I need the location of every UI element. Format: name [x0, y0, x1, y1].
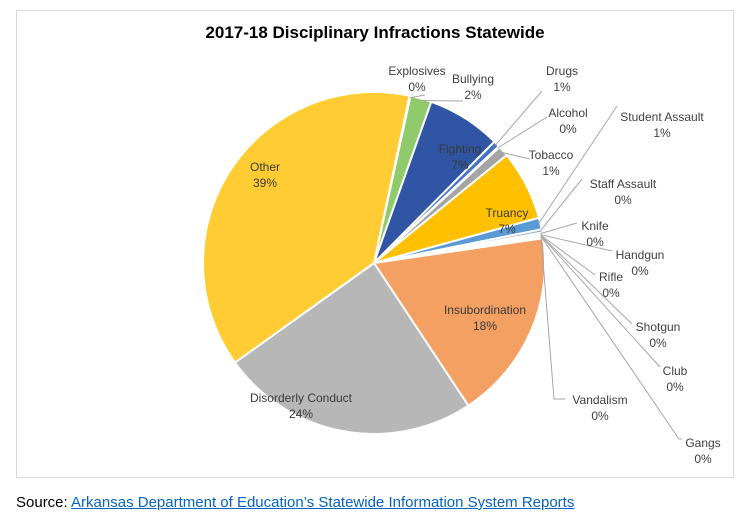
slice-label-percent: 0%	[694, 452, 712, 466]
leader-line-alcohol	[497, 116, 548, 149]
slice-label-percent: 24%	[289, 407, 313, 421]
slice-label-percent: 39%	[253, 176, 277, 190]
leader-line-club	[540, 235, 661, 368]
slice-label-percent: 0%	[408, 80, 426, 94]
chart-container: 2017-18 Disciplinary Infractions Statewi…	[16, 10, 734, 478]
slice-label-percent: 1%	[553, 80, 571, 94]
slice-label-percent: 1%	[653, 126, 671, 140]
slice-label-name: Alcohol	[548, 106, 587, 120]
slice-label-percent: 0%	[649, 336, 667, 350]
slice-label-percent: 7%	[451, 158, 469, 172]
slice-label-name: Rifle	[599, 270, 623, 284]
leader-line-handgun	[540, 234, 613, 252]
slice-label-drugs: Drugs 1%	[546, 64, 578, 94]
slice-label-percent: 18%	[473, 319, 497, 333]
slice-label-name: Fighting	[439, 142, 482, 156]
slice-label-percent: 0%	[614, 193, 632, 207]
slice-label-name: Truancy	[486, 206, 529, 220]
slice-label-shotgun: Shotgun 0%	[636, 320, 681, 350]
source-prefix: Source:	[16, 494, 72, 511]
slice-label-rifle: Rifle 0%	[599, 270, 623, 300]
leader-line-rifle	[540, 234, 596, 276]
leader-line-bullying	[420, 100, 464, 102]
leader-line-explosives	[409, 94, 426, 99]
slice-label-alcohol: Alcohol 0%	[548, 106, 587, 136]
slice-label-knife: Knife 0%	[581, 219, 609, 249]
slice-label-explosives: Explosives 0%	[388, 64, 445, 94]
slice-label-percent: 0%	[586, 235, 604, 249]
slice-label-percent: 0%	[559, 122, 577, 136]
slice-label-name: Tobacco	[529, 148, 574, 162]
slice-label-handgun: Handgun 0%	[616, 248, 665, 278]
leader-line-knife	[540, 222, 578, 235]
slice-label-insubordination: Insubordination 18%	[444, 303, 526, 333]
slice-label-staff-assault: Staff Assault 0%	[590, 177, 657, 207]
slice-label-other: Other 39%	[250, 160, 280, 190]
slice-label-percent: 0%	[602, 286, 620, 300]
leader-line-student-assault	[537, 105, 618, 225]
slice-label-percent: 7%	[498, 222, 516, 236]
slice-label-name: Other	[250, 160, 280, 174]
slice-label-club: Club 0%	[663, 364, 688, 394]
slice-label-name: Explosives	[388, 64, 445, 78]
slice-label-name: Vandalism	[572, 393, 627, 407]
pie-slice-insubordination	[372, 237, 546, 407]
slice-label-percent: 0%	[631, 264, 649, 278]
slice-label-name: Knife	[581, 219, 609, 233]
slice-label-percent: 0%	[666, 380, 684, 394]
leader-line-tobacco	[501, 151, 531, 160]
slice-label-tobacco: Tobacco 1%	[529, 148, 574, 178]
leader-line-drugs	[494, 90, 543, 146]
pie-chart: Explosives 0% Bullying 2% Fighting 7% Drugs 1% A…	[202, 64, 721, 466]
chart-title: 2017-18 Disciplinary Infractions Statewi…	[205, 23, 545, 42]
slice-label-bullying: Bullying 2%	[452, 72, 494, 102]
slice-label-name: Drugs	[546, 64, 578, 78]
slice-label-name: Club	[663, 364, 688, 378]
slice-label-percent: 1%	[542, 164, 560, 178]
slice-label-name: Disorderly Conduct	[250, 391, 353, 405]
slice-label-student-assault: Student Assault 1%	[620, 110, 704, 140]
slice-label-gangs: Gangs 0%	[685, 436, 720, 466]
slice-label-name: Staff Assault	[590, 177, 657, 191]
slice-label-name: Shotgun	[636, 320, 681, 334]
leader-line-vandalism	[540, 237, 566, 400]
leader-line-staff-assault	[539, 178, 583, 232]
slice-label-fighting: Fighting 7%	[439, 142, 482, 172]
slice-label-name: Insubordination	[444, 303, 526, 317]
source-link[interactable]: Arkansas Department of Education’s State…	[71, 494, 575, 511]
leader-line-gangs	[540, 235, 682, 440]
slice-label-vandalism: Vandalism 0%	[572, 393, 627, 423]
slice-label-percent: 0%	[591, 409, 609, 423]
slice-label-percent: 2%	[464, 88, 482, 102]
pie-slice-disorderly-conduct	[233, 261, 470, 435]
slice-label-name: Handgun	[616, 248, 665, 262]
slice-label-name: Student Assault	[620, 110, 704, 124]
slice-label-name: Bullying	[452, 72, 494, 86]
slice-label-disorderly-conduct: Disorderly Conduct 24%	[250, 391, 353, 421]
slice-label-name: Gangs	[685, 436, 720, 450]
pie-slice-other	[202, 91, 411, 364]
slice-label-truancy: Truancy 7%	[486, 206, 529, 236]
source-line: Source: Arkansas Department of Education…	[16, 494, 574, 511]
leader-line-shotgun	[540, 235, 633, 325]
